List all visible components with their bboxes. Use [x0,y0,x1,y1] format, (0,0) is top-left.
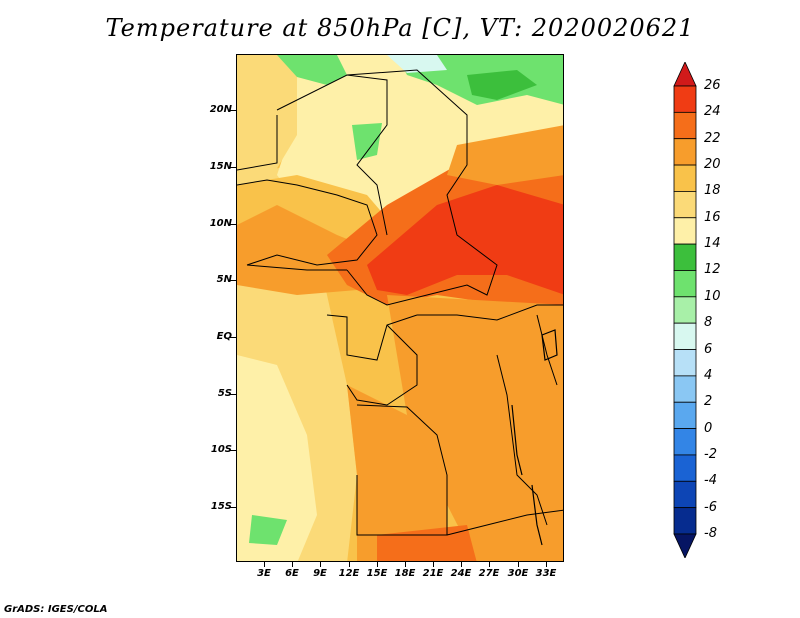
colorbar-level-label: -4 [704,473,717,489]
lon-label-15e: 15E [366,568,388,579]
map-canvas [237,55,563,561]
north-pale-6 [387,55,447,73]
lon-tick [546,562,547,567]
lat-label-eq: EQ [216,331,232,342]
colorbar-bottom-triangle [673,533,697,558]
colorbar-swatch [673,111,697,140]
colorbar-level-label: 8 [704,315,713,331]
lon-tick [264,562,265,567]
colorbar-swatch [673,349,697,377]
lon-label-9e: 9E [313,568,327,579]
colorbar-swatch [673,454,697,482]
colorbar-swatch [673,296,697,324]
lat-label-10s: 10S [210,444,232,455]
colorbar-swatch [673,375,697,403]
lon-tick [292,562,293,567]
colorbar-boxes [673,62,697,558]
lon-label-27e: 27E [478,568,500,579]
colorbar-level-label: 2 [704,394,713,410]
lon-tick [320,562,321,567]
colorbar-swatch [673,428,697,456]
lon-tick [377,562,378,567]
interior-green-10 [352,123,382,160]
colorbar-swatch [673,217,697,245]
colorbar-swatch [673,243,697,271]
ocean-field-16 [237,355,317,561]
north-green-12 [467,70,537,100]
lat-label-15n: 15N [209,161,232,172]
colorbar-level-label: 12 [704,262,721,278]
northwest-field-18 [237,55,297,195]
lat-tick [230,337,236,338]
colorbar-level-label: 16 [704,209,721,225]
lat-tick [230,450,236,451]
colorbar-swatch [673,138,697,166]
colorbar-swatch [673,191,697,219]
colorbar-level-label: 20 [704,157,721,173]
colorbar-swatch [673,270,697,298]
colorbar-level-label: 26 [704,78,721,93]
lat-label-5s: 5S [217,388,232,399]
colorbar-level-label: -2 [704,446,717,462]
lon-tick [461,562,462,567]
lon-label-30e: 30E [507,568,529,579]
colorbar-level-label: -6 [704,499,717,515]
temperature-map [236,54,564,562]
colorbar-level-label: 0 [704,420,713,436]
country-borders [237,69,563,536]
southwest-green-10 [249,515,287,545]
colorbar-level-label: 6 [704,341,713,357]
colorbar-level-label: 10 [704,288,721,304]
lat-tick [230,224,236,225]
colorbar-level-label: 14 [704,236,721,252]
lake-outlines [511,329,558,546]
lon-tick [489,562,490,567]
lat-tick [230,394,236,395]
map-title: Temperature at 850hPa [C], VT: 202002062… [105,14,695,42]
lat-tick [230,507,236,508]
lat-label-5n: 5N [216,274,232,285]
colorbar [673,62,697,558]
lat-label-15s: 15S [210,501,232,512]
lon-tick [518,562,519,567]
lon-tick [433,562,434,567]
lon-label-24e: 24E [450,568,472,579]
colorbar-swatch [673,480,697,509]
basin-field-22 [387,295,563,561]
colorbar-level-label: 24 [704,104,721,120]
colorbar-top-triangle [673,62,697,87]
lon-label-3e: 3E [257,568,271,579]
colorbar-swatch [673,85,697,113]
lon-tick [349,562,350,567]
colorbar-level-label: 22 [704,130,721,146]
north-green-10 [277,55,347,85]
east-field-22 [447,125,563,185]
colorbar-swatch [673,322,697,350]
colorbar-level-label: 18 [704,183,721,199]
lat-label-10n: 10N [209,218,232,229]
footer-credit: GrADS: IGES/COLA [4,604,108,615]
lon-tick [405,562,406,567]
lat-tick [230,280,236,281]
south-field-22 [347,385,447,561]
lon-label-6e: 6E [285,568,299,579]
colorbar-level-label: 4 [704,367,713,383]
lon-label-33e: 33E [535,568,557,579]
lat-tick [230,167,236,168]
lon-label-18e: 18E [394,568,416,579]
colorbar-swatch [673,507,697,535]
lat-label-20n: 20N [209,104,232,115]
lat-tick [230,110,236,111]
colorbar-swatch [673,401,697,429]
lon-label-21e: 21E [422,568,444,579]
lon-label-12e: 12E [338,568,360,579]
colorbar-swatch [673,164,697,192]
central-field-26 [367,185,563,295]
colorbar-level-label: -8 [704,526,717,541]
